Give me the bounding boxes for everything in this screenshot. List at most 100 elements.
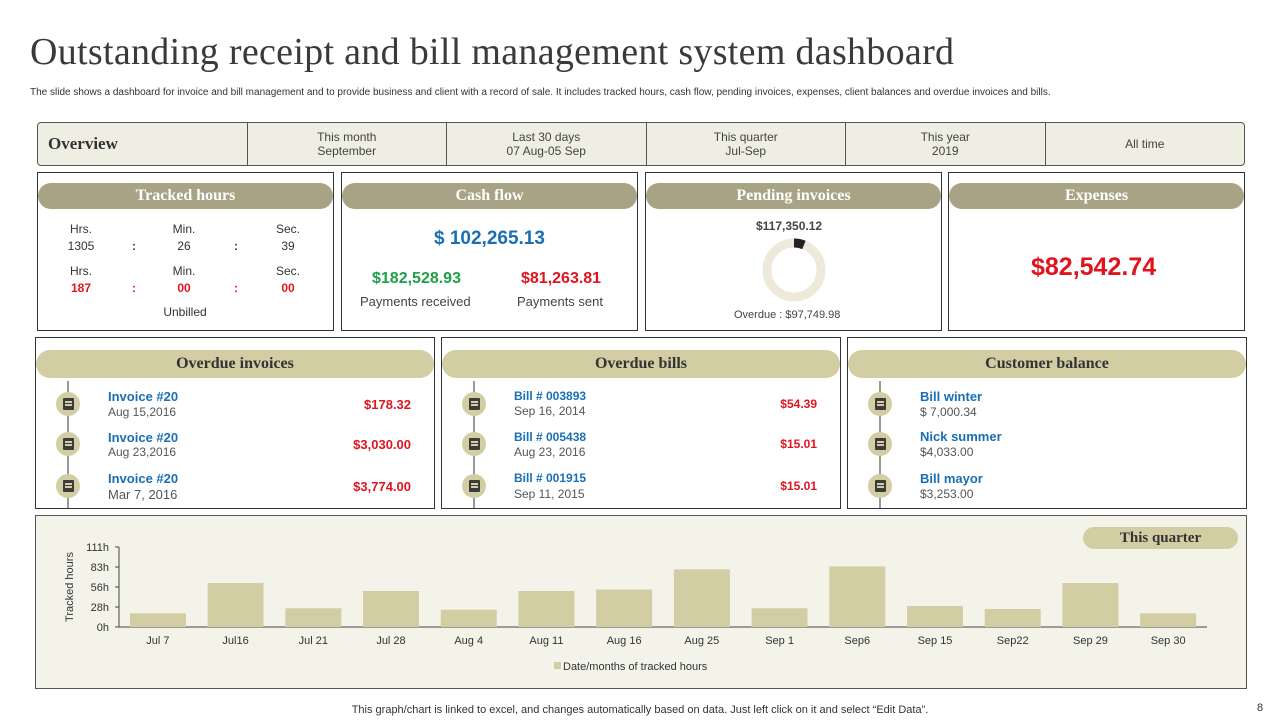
bill-date: Aug 23, 2016 [514,445,586,459]
overview-bar: Overview This month September Last 30 da… [37,122,1245,166]
period-line1: This quarter [713,130,778,144]
x-tick-label: Aug 25 [684,635,719,647]
bill-icon [462,432,486,456]
footer-note: This graph/chart is linked to excel, and… [351,704,929,716]
bar [129,613,186,627]
overview-label: Overview [48,134,118,153]
donut-track [762,238,826,302]
tracked-sec-value: 39 [281,239,295,253]
customer-icon [868,474,892,498]
overview-label-cell: Overview [38,123,247,165]
customer-name[interactable]: Bill mayor [920,471,983,486]
unbilled-min-value: 00 [177,281,191,295]
cash-flow-card: Cash flow $ 102,265.13 $182,528.93 $81,2… [341,172,638,331]
payments-received-label: Payments received [360,294,471,309]
sec-label: Sec. [275,264,300,278]
bill-name[interactable]: Bill # 001915 [514,471,587,485]
period-this-year[interactable]: This year 2019 [845,123,1045,165]
invoice-icon [56,474,80,498]
customer-amount: $4,033.00 [920,445,974,459]
y-tick-label: 56h [91,582,109,594]
min-label: Min. [172,264,196,278]
hrs-label: Hrs. [70,222,92,236]
bill-name[interactable]: Bill # 005438 [514,430,587,444]
invoice-amount: $3,774.00 [353,479,411,494]
period-line2: 07 Aug-05 Sep [506,144,586,158]
legend-label: Date/months of tracked hours [563,661,708,673]
period-line2: Jul-Sep [725,144,767,158]
pending-amount: $117,350.12 [756,219,823,233]
pending-invoices-card: Pending invoices $117,350.12 Overdue : $… [645,172,942,331]
unbilled-label: Unbilled [163,305,207,319]
x-tick-label: Sep 29 [1073,635,1108,647]
customer-icon [868,392,892,416]
tracked-hours-title: Tracked hours [38,183,333,209]
x-tick-label: Aug 11 [529,635,563,647]
bill-icon [462,474,486,498]
x-tick-label: Jul 21 [299,635,328,647]
bill-date: Sep 11, 2015 [514,487,585,501]
period-line1: This year [920,130,970,144]
period-this-quarter[interactable]: This quarter Jul-Sep [645,123,846,165]
x-tick-label: Jul16 [222,635,248,647]
bill-name[interactable]: Bill # 003893 [514,389,587,403]
unbilled-sec-value: 00 [281,281,295,295]
customer-name[interactable]: Nick summer [920,429,1002,444]
x-tick-label: Sep22 [997,635,1029,647]
x-tick-label: Sep 30 [1151,635,1186,647]
cash-flow-title: Cash flow [342,183,637,209]
x-tick-label: Sep6 [844,635,870,647]
bar [984,608,1041,627]
bar [440,609,497,627]
unbilled-hrs-value: 187 [70,281,92,295]
payments-received-amount: $182,528.93 [372,270,461,287]
overdue-bills-card: Overdue bills Bill # 003893 Sep 16, 2014… [441,337,841,509]
bar [518,590,575,627]
invoice-name[interactable]: Invoice #20 [108,471,179,486]
x-tick-label: Aug 16 [607,635,642,647]
period-line2: September [317,144,377,158]
x-tick-label: Sep 1 [765,635,794,647]
period-line1: This month [317,130,377,144]
bar [363,590,419,627]
colon-sep: : [132,239,136,253]
invoice-name[interactable]: Invoice #20 [108,389,179,404]
page-subtitle: The slide shows a dashboard for invoice … [30,87,1051,98]
x-tick-label: Aug 4 [454,635,483,647]
bar [673,569,730,627]
tracked-hours-chart[interactable]: 0h 28h 56h 83h 111h Tracked hours Jul 7 Jul16 Ju… [35,515,1245,687]
bar [207,583,264,627]
customer-name[interactable]: Bill winter [920,389,983,404]
period-this-month[interactable]: This month September [246,123,447,165]
bar [285,608,342,627]
invoice-date: Aug 23,2016 [108,445,177,459]
page-title: Outstanding receipt and bill management … [30,31,955,73]
invoice-amount: $178.32 [364,397,411,412]
colon-sep: : [234,281,238,295]
overdue-bills-title: Overdue bills [442,350,840,378]
period-all-time[interactable]: All time [1044,123,1245,165]
bar [907,606,963,627]
period-line2: 2019 [931,144,959,158]
y-axis-label: Tracked hours [64,552,76,622]
cash-flow-total: $ 102,265.13 [434,228,545,249]
customer-icon [868,432,892,456]
overdue-invoices-title: Overdue invoices [36,350,434,378]
customer-amount: $ 7,000.34 [920,405,977,419]
payments-sent-amount: $81,263.81 [521,270,602,287]
bar [596,589,653,627]
bill-amount: $54.39 [780,397,817,411]
invoice-icon [56,432,80,456]
invoice-amount: $3,030.00 [353,437,411,452]
y-tick-label: 28h [91,602,109,614]
period-line1: All time [1125,137,1165,151]
period-last-30-days[interactable]: Last 30 days 07 Aug-05 Sep [446,123,646,165]
payments-sent-label: Payments sent [517,294,603,309]
tracked-hrs-value: 1305 [67,239,95,253]
this-quarter-label[interactable]: This quarter [1083,527,1238,549]
bill-icon [462,392,486,416]
invoice-name[interactable]: Invoice #20 [108,430,179,445]
colon-sep: : [132,281,136,295]
colon-sep: : [234,239,238,253]
invoice-icon [56,392,80,416]
